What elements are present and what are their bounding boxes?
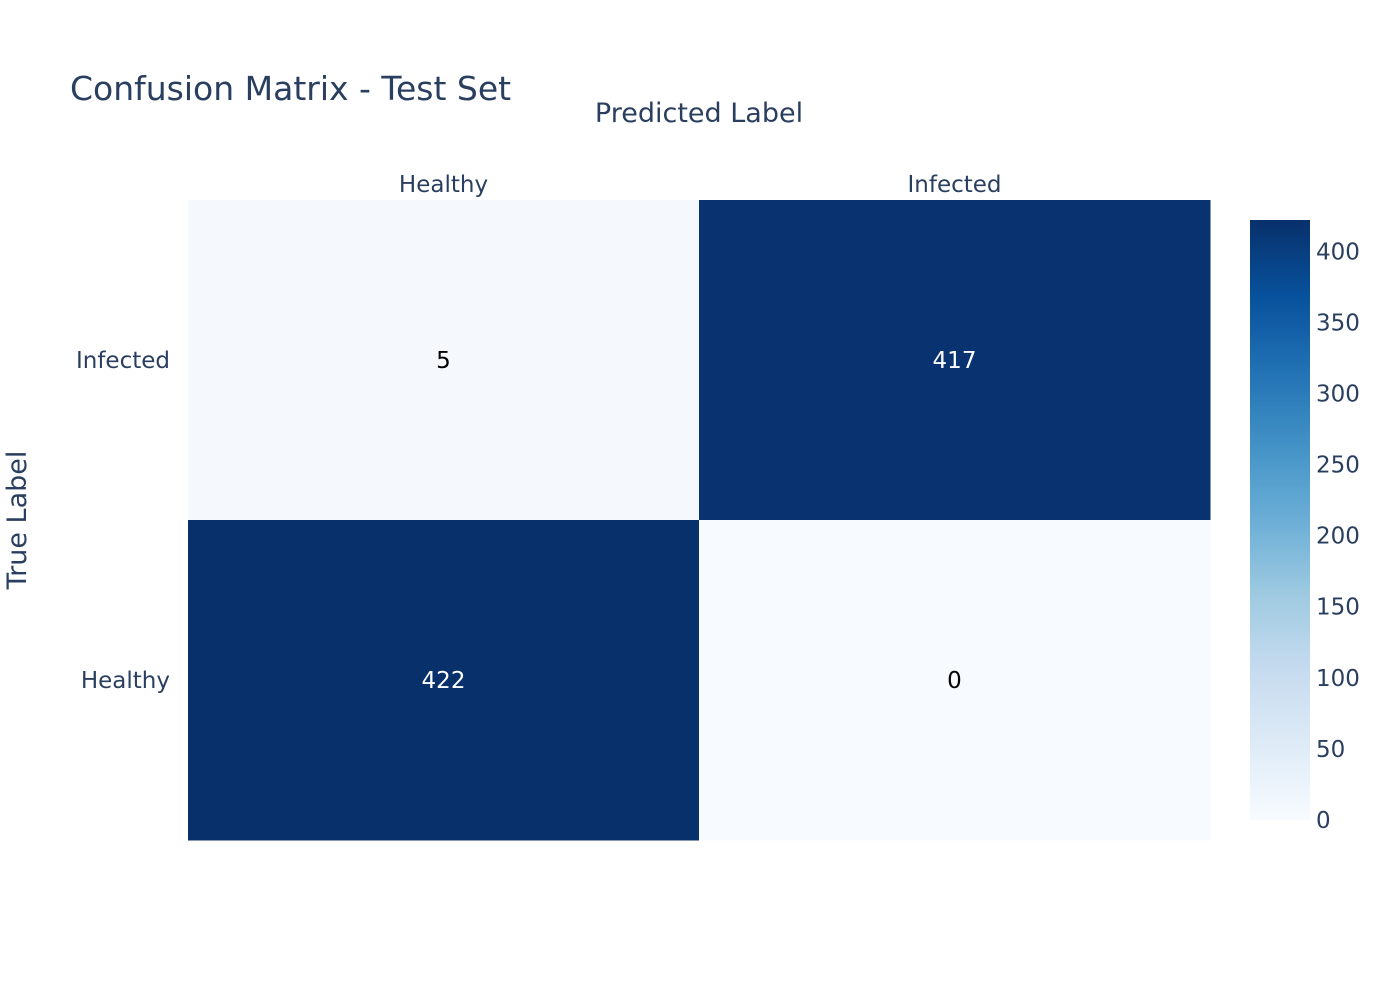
cell-value-label: 422 <box>422 668 466 694</box>
colorbar-tick-label: 350 <box>1316 310 1360 336</box>
heatmap-cell <box>188 200 700 521</box>
x-tick-label: Healthy <box>399 172 488 198</box>
chart-title: Confusion Matrix - Test Set <box>70 69 511 108</box>
colorbar-tick-label: 200 <box>1316 524 1360 550</box>
cell-value-label: 417 <box>933 348 977 374</box>
colorbar-tick-label: 50 <box>1316 737 1345 763</box>
colorbar-tick-label: 0 <box>1316 808 1331 834</box>
x-tick-label: Infected <box>907 172 1001 198</box>
y-tick-labels: Infected Healthy <box>76 348 170 694</box>
heatmap-cell <box>699 200 1211 521</box>
heatmap-cell <box>699 520 1211 841</box>
heatmap-cell <box>188 520 700 841</box>
y-axis-title: True Label <box>2 451 33 591</box>
y-tick-label: Healthy <box>81 668 170 694</box>
x-axis-title: Predicted Label <box>595 98 803 129</box>
cell-value-label: 5 <box>436 348 451 374</box>
colorbar-tick-labels: 0 50 100 150 200 250 300 350 400 <box>1316 239 1360 834</box>
colorbar-gradient <box>1250 220 1310 820</box>
x-tick-labels: Healthy Infected <box>399 172 1002 198</box>
cell-value-labels: 5 417 422 0 <box>422 348 977 694</box>
y-tick-label: Infected <box>76 348 170 374</box>
colorbar-tick-label: 100 <box>1316 666 1360 692</box>
colorbar-tick-label: 150 <box>1316 595 1360 621</box>
colorbar-tick-label: 250 <box>1316 453 1360 479</box>
colorbar: 0 50 100 150 200 250 300 350 400 <box>1250 220 1360 834</box>
heatmap-cells <box>188 200 1211 841</box>
cell-value-label: 0 <box>947 668 962 694</box>
colorbar-tick-label: 400 <box>1316 239 1360 265</box>
colorbar-tick-label: 300 <box>1316 381 1360 407</box>
